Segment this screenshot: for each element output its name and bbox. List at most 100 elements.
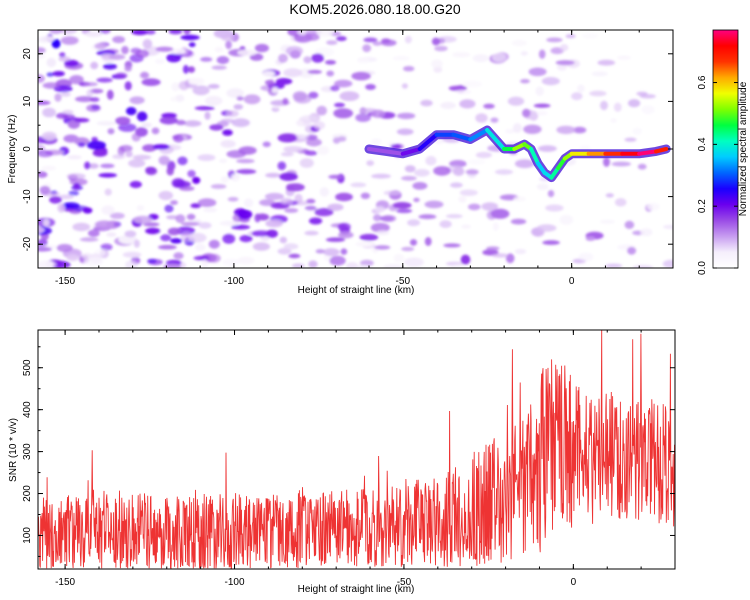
heatmap-cell — [204, 111, 211, 120]
heatmap-cell — [141, 122, 153, 128]
heatmap-cell — [371, 173, 391, 179]
heatmap-cell — [112, 36, 125, 44]
heatmap-cell — [299, 158, 314, 168]
heatmap-cell — [249, 53, 264, 61]
heatmap-cell — [461, 224, 471, 229]
heatmap-cell — [155, 58, 165, 65]
heatmap-cell — [151, 127, 160, 135]
heatmap-cell — [41, 131, 57, 141]
y-tick-label: -10 — [22, 189, 33, 204]
heatmap-cell — [139, 72, 150, 79]
heatmap-cell — [186, 213, 196, 220]
heatmap-cell — [475, 113, 488, 123]
heatmap-cell — [663, 224, 673, 229]
heatmap-cell — [308, 260, 318, 268]
colorbar-label: Normalized spectral amplitude — [738, 81, 749, 216]
heatmap-cell — [56, 244, 73, 252]
heatmap-cell — [68, 190, 79, 196]
heatmap-cell — [600, 100, 608, 111]
heatmap-cell — [624, 137, 637, 142]
heatmap-cell — [309, 217, 323, 225]
snr-x-label: Height of straight line (km) — [298, 584, 415, 595]
heatmap-cell — [96, 121, 116, 126]
heatmap-cell — [135, 49, 150, 58]
heatmap-cell — [355, 241, 374, 247]
colorbar-tick-label: 0.6 — [697, 75, 708, 89]
heatmap-cell — [225, 40, 232, 50]
heatmap-cell — [204, 95, 223, 106]
y-tick-label: 10 — [22, 95, 33, 107]
heatmap-cell — [107, 128, 115, 135]
heatmap-cell — [237, 49, 257, 56]
heatmap-cell — [396, 208, 413, 214]
heatmap-cell — [647, 202, 660, 211]
heatmap-cell — [611, 161, 631, 167]
heatmap-cell — [100, 243, 113, 251]
heatmap-cell — [589, 90, 607, 97]
y-tick-label: 20 — [22, 48, 33, 60]
heatmap-cell — [481, 202, 499, 211]
spectrogram-y-label: Frequency (Hz) — [7, 115, 18, 184]
heatmap-cell — [641, 105, 655, 115]
heatmap-cell — [291, 263, 305, 268]
heatmap-cell — [360, 192, 371, 199]
heatmap-cell — [231, 118, 250, 128]
heatmap-cell — [38, 238, 48, 247]
heatmap-cell — [41, 165, 57, 171]
heatmap-cell — [605, 193, 614, 198]
heatmap-cell — [356, 265, 370, 268]
spectrogram-x-label: Height of straight line (km) — [298, 285, 415, 296]
heatmap-cell — [62, 110, 74, 115]
heatmap-cell — [58, 56, 71, 62]
heatmap-cell — [125, 150, 133, 158]
heatmap-cell — [166, 53, 182, 63]
heatmap-cell — [467, 159, 486, 165]
heatmap-cell — [51, 39, 61, 49]
heatmap-cell — [131, 30, 149, 36]
heatmap-cell — [475, 151, 492, 159]
heatmap-cell — [597, 59, 616, 66]
heatmap-cell — [505, 129, 515, 134]
heatmap-cell — [41, 35, 55, 42]
heatmap-cell — [365, 84, 376, 90]
heatmap-cell — [262, 141, 271, 148]
heatmap-cell — [333, 108, 354, 119]
heatmap-cell — [222, 258, 240, 266]
heatmap-cell — [483, 103, 495, 109]
heatmap-cell — [112, 154, 125, 160]
heatmap-cell — [164, 204, 174, 213]
heatmap-cell — [335, 192, 353, 202]
heatmap-cell — [142, 39, 153, 49]
heatmap-cell — [170, 97, 178, 102]
heatmap-cell — [431, 37, 441, 46]
heatmap-cell — [323, 248, 340, 257]
y-tick-label: -20 — [22, 237, 33, 252]
heatmap-cell — [316, 30, 334, 37]
heatmap-cell — [237, 256, 255, 265]
heatmap-cell — [88, 163, 99, 169]
heatmap-cell — [267, 79, 275, 88]
heatmap-cell — [180, 34, 200, 41]
heatmap-cell — [163, 263, 182, 268]
heatmap-cell — [545, 204, 564, 212]
heatmap-cell — [325, 237, 346, 242]
heatmap-cell — [175, 226, 196, 236]
heatmap-cell — [236, 169, 257, 175]
heatmap-cell — [73, 182, 81, 190]
heatmap-cell — [49, 30, 63, 34]
y-tick-label: 0 — [22, 146, 33, 152]
heatmap-cell — [57, 203, 66, 213]
heatmap-cell — [252, 242, 270, 251]
heatmap-cell — [536, 224, 557, 232]
heatmap-cell — [636, 91, 648, 96]
heatmap-cell — [413, 197, 420, 203]
heatmap-cell — [38, 54, 46, 59]
snr-y-axis: 100 200 300 400 500 — [22, 346, 675, 557]
heatmap-cells — [38, 30, 673, 268]
heatmap-cell — [613, 102, 622, 112]
heatmap-cell — [491, 253, 509, 258]
heatmap-cell — [295, 133, 309, 139]
heatmap-cell — [538, 145, 557, 152]
heatmap-cell — [91, 136, 98, 142]
heatmap-cell — [338, 231, 354, 239]
